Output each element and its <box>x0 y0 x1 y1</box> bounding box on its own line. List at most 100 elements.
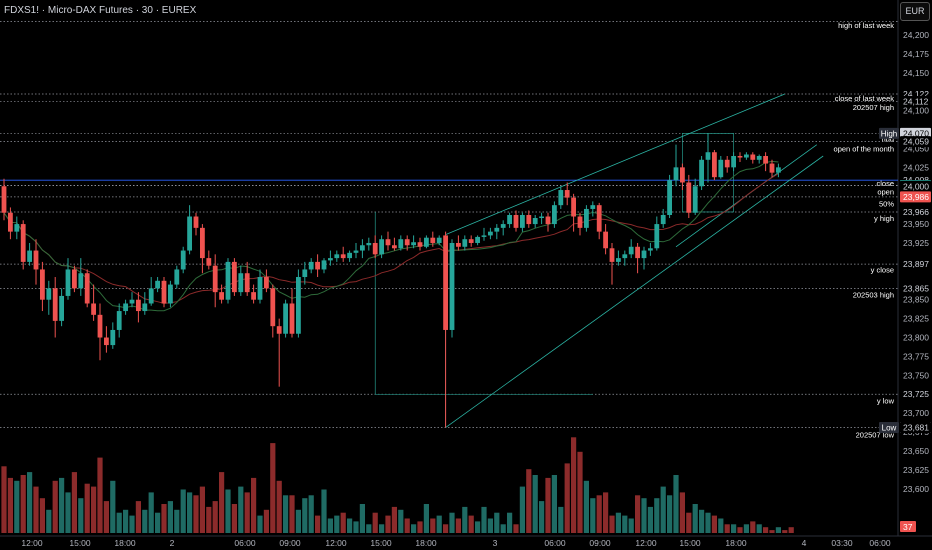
trend-channel-line <box>445 155 824 428</box>
price-tick-label: 23,850 <box>903 295 929 305</box>
candle-body <box>174 269 180 285</box>
price-tag-bg <box>900 180 931 192</box>
volume-bar <box>270 443 276 533</box>
volume-bar <box>724 524 730 533</box>
candle-body <box>180 250 186 270</box>
volume-bar <box>97 457 103 533</box>
volume-bar <box>52 480 58 533</box>
volume-bar <box>545 477 551 533</box>
candle-body <box>660 214 666 225</box>
price-tag-bg <box>900 136 931 148</box>
volume-bar <box>468 515 474 533</box>
price-tag-bg <box>900 422 931 434</box>
candle-body <box>20 224 26 262</box>
volume-bar <box>404 518 410 533</box>
volume-bar <box>763 527 769 533</box>
time-tick-label: 2 <box>170 538 175 548</box>
candle-body <box>590 205 596 209</box>
candle-body <box>507 214 512 225</box>
volume-bar <box>103 501 109 533</box>
price-tick-label: 23,925 <box>903 238 929 248</box>
candle-body <box>737 156 743 158</box>
candle-body <box>756 156 762 160</box>
candle-body <box>116 311 122 330</box>
candle-body <box>539 216 544 219</box>
volume-bar <box>571 437 577 533</box>
candle-body <box>296 277 301 334</box>
candle-body <box>430 237 436 243</box>
candle-body <box>481 235 487 237</box>
candle-body <box>334 254 340 259</box>
price-tag-label-bg <box>879 422 899 434</box>
volume-bar <box>14 480 20 533</box>
volume-bar <box>679 492 685 533</box>
price-tag-bg <box>900 388 931 400</box>
time-tick-label: 15:00 <box>370 538 392 548</box>
volume-bar <box>775 527 781 533</box>
level-label: y close <box>871 265 894 274</box>
level-label: y high <box>874 214 894 223</box>
volume-bar <box>583 480 589 533</box>
candle-body <box>571 197 576 217</box>
candle-body <box>564 190 570 198</box>
candle-body <box>238 273 244 293</box>
volume-bar <box>302 498 308 533</box>
candle-body <box>712 152 717 178</box>
candle-body <box>462 239 468 247</box>
candle-body <box>449 242 455 330</box>
candle-body <box>692 186 698 213</box>
candle-body <box>776 167 781 173</box>
volume-bar <box>692 504 698 533</box>
time-tick-label: 03:30 <box>831 538 853 548</box>
volume-bar <box>590 498 596 533</box>
volume-bar <box>334 515 340 533</box>
volume-bar <box>251 477 257 533</box>
candle-body <box>225 261 231 300</box>
level-label: open of the month <box>834 144 894 153</box>
candle-body <box>353 250 359 253</box>
price-tick-label: 23,775 <box>903 351 929 361</box>
candle-body <box>628 246 634 255</box>
candle-body <box>232 261 237 293</box>
volume-bar <box>526 469 532 533</box>
price-tag-text: 23,986 <box>903 192 929 202</box>
currency-button[interactable]: EUR <box>900 2 930 21</box>
volume-bar <box>731 524 737 533</box>
candle-body <box>308 261 314 270</box>
time-tick-label: 06:00 <box>234 538 256 548</box>
volume-bar <box>123 509 129 533</box>
price-tick-label: 24,150 <box>903 68 929 78</box>
candle-body <box>398 239 404 249</box>
price-tick-label: 24,025 <box>903 162 929 172</box>
volume-bar <box>372 512 378 533</box>
candle-body <box>667 180 672 215</box>
candle-body <box>609 248 615 262</box>
price-tag-bg <box>900 96 931 108</box>
candle-body <box>635 246 640 259</box>
candle-body <box>40 269 45 300</box>
volume-bar <box>91 486 97 533</box>
candle-body <box>91 303 96 315</box>
price-tag-text: 24,112 <box>903 97 929 107</box>
volume-bar <box>699 509 705 533</box>
volume-bar <box>494 512 500 533</box>
price-tag-text: 23,966 <box>903 207 929 217</box>
candle-body <box>200 227 205 259</box>
volume-bar <box>84 483 90 533</box>
volume-bar <box>59 477 65 533</box>
volume-bar <box>455 518 461 533</box>
level-label: 50% <box>879 200 894 209</box>
volume-bar <box>705 512 711 533</box>
volume-bar <box>327 518 333 533</box>
candle-body <box>276 326 282 334</box>
candle-body <box>385 239 391 246</box>
volume-bar <box>654 498 660 533</box>
price-tick-label: 23,600 <box>903 484 929 494</box>
candle-body <box>372 242 378 255</box>
candle-body <box>97 314 103 338</box>
candle-body <box>686 182 692 213</box>
price-tick-label: 24,200 <box>903 30 929 40</box>
price-tick-label: 24,100 <box>903 106 929 116</box>
volume-bar <box>423 504 429 533</box>
